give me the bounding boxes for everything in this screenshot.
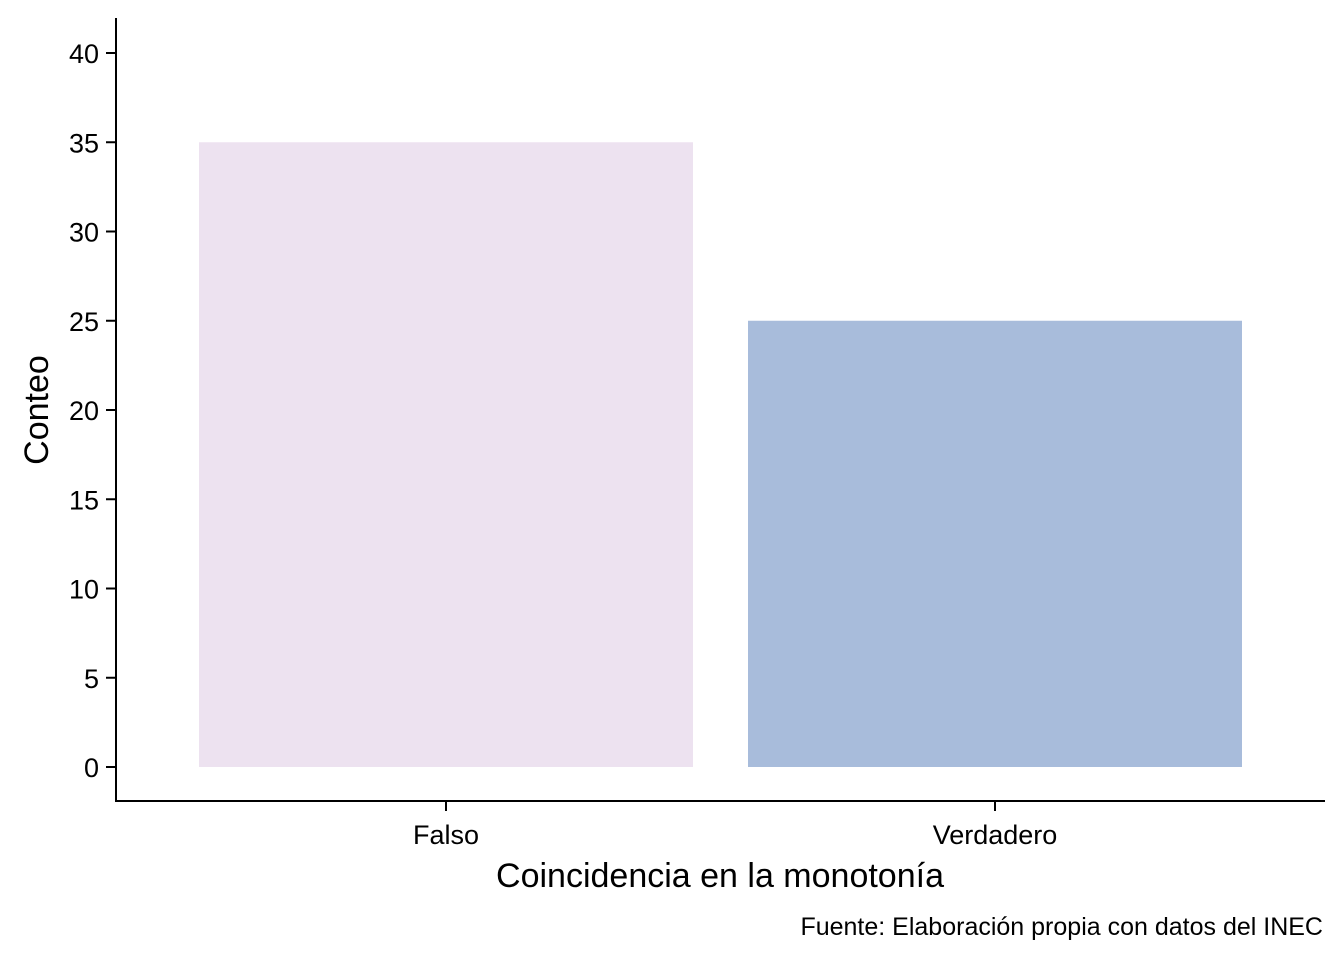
y-axis-ticks: 0 5 10 15 20 25 30 35 40: [69, 39, 116, 783]
bar-verdadero: [748, 320, 1242, 767]
x-axis-title: Coincidencia en la monotonía: [496, 857, 944, 895]
y-tick-label: 10: [69, 575, 99, 605]
y-tick-label: 5: [84, 664, 99, 694]
chart-caption: Fuente: Elaboración propia con datos del…: [800, 913, 1323, 941]
x-axis-ticks: Falso Verdadero: [413, 801, 1057, 850]
y-tick-label: 35: [69, 128, 99, 158]
x-tick-label: Verdadero: [933, 820, 1058, 850]
x-tick-label: Falso: [413, 820, 479, 850]
y-tick-label: 15: [69, 485, 99, 515]
y-tick-label: 30: [69, 218, 99, 248]
y-axis-title: Conteo: [18, 355, 56, 465]
bar-falso: [199, 142, 693, 767]
y-tick-label: 40: [69, 39, 99, 69]
bars-group: [199, 142, 1242, 767]
y-tick-label: 0: [84, 753, 99, 783]
y-tick-label: 25: [69, 307, 99, 337]
y-tick-label: 20: [69, 396, 99, 426]
